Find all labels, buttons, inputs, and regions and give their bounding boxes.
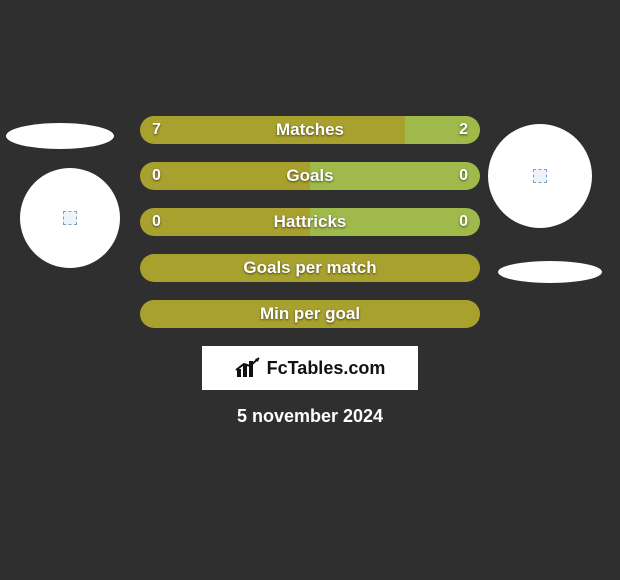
logo-box: FcTables.com (202, 346, 418, 390)
bar-label: Matches (140, 120, 480, 140)
bar-label: Goals per match (140, 258, 480, 278)
stat-row: Hattricks0 0 (140, 208, 480, 236)
placeholder-icon (63, 211, 77, 225)
bar-label: Hattricks (140, 212, 480, 232)
placeholder-icon (533, 169, 547, 183)
date-text: 5 november 2024 (0, 406, 620, 427)
bar-value-left: 0 (152, 213, 161, 231)
left-small-ellipse (6, 123, 114, 149)
stat-row: Min per goal (140, 300, 480, 328)
chart-icon (235, 357, 261, 379)
bar-label: Goals (140, 166, 480, 186)
bar-value-right: 0 (459, 167, 468, 185)
bar-value-left: 0 (152, 167, 161, 185)
stat-bars: Matches72Goals00Hattricks00Goals per mat… (140, 116, 480, 328)
right-small-ellipse (498, 261, 602, 283)
bar-value-right: 0 (459, 213, 468, 231)
bar-label: Min per goal (140, 304, 480, 324)
bar-value-right: 2 (459, 121, 468, 139)
bar-value-left: 7 (152, 121, 161, 139)
stat-row: Goals0 0 (140, 162, 480, 190)
left-avatar (20, 168, 120, 268)
stat-row: Goals per match (140, 254, 480, 282)
stat-row: Matches7 2 (140, 116, 480, 144)
right-avatar (488, 124, 592, 228)
logo-text: FcTables.com (267, 358, 386, 379)
